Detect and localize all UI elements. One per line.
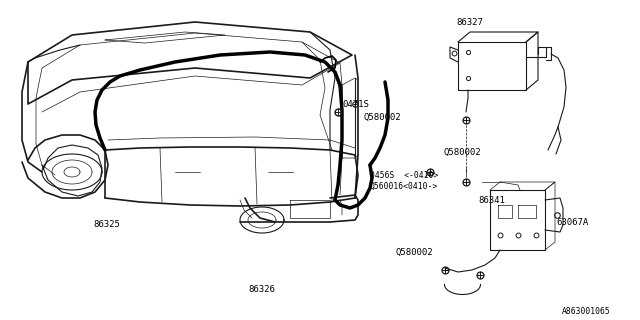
Text: 86327: 86327 [456,18,483,27]
Text: Q580002: Q580002 [444,148,482,157]
Text: 86326: 86326 [248,285,275,294]
Text: 86325: 86325 [93,220,120,229]
Text: Q580002: Q580002 [396,248,434,257]
Text: Q560016<0410->: Q560016<0410-> [370,182,438,191]
Text: Q580002: Q580002 [364,113,402,122]
Text: A863001065: A863001065 [562,307,611,316]
Text: 0456S  <-0410>: 0456S <-0410> [370,171,438,180]
Text: 86341: 86341 [478,196,505,205]
Text: 63067A: 63067A [556,218,588,227]
Text: 0471S: 0471S [342,100,369,109]
